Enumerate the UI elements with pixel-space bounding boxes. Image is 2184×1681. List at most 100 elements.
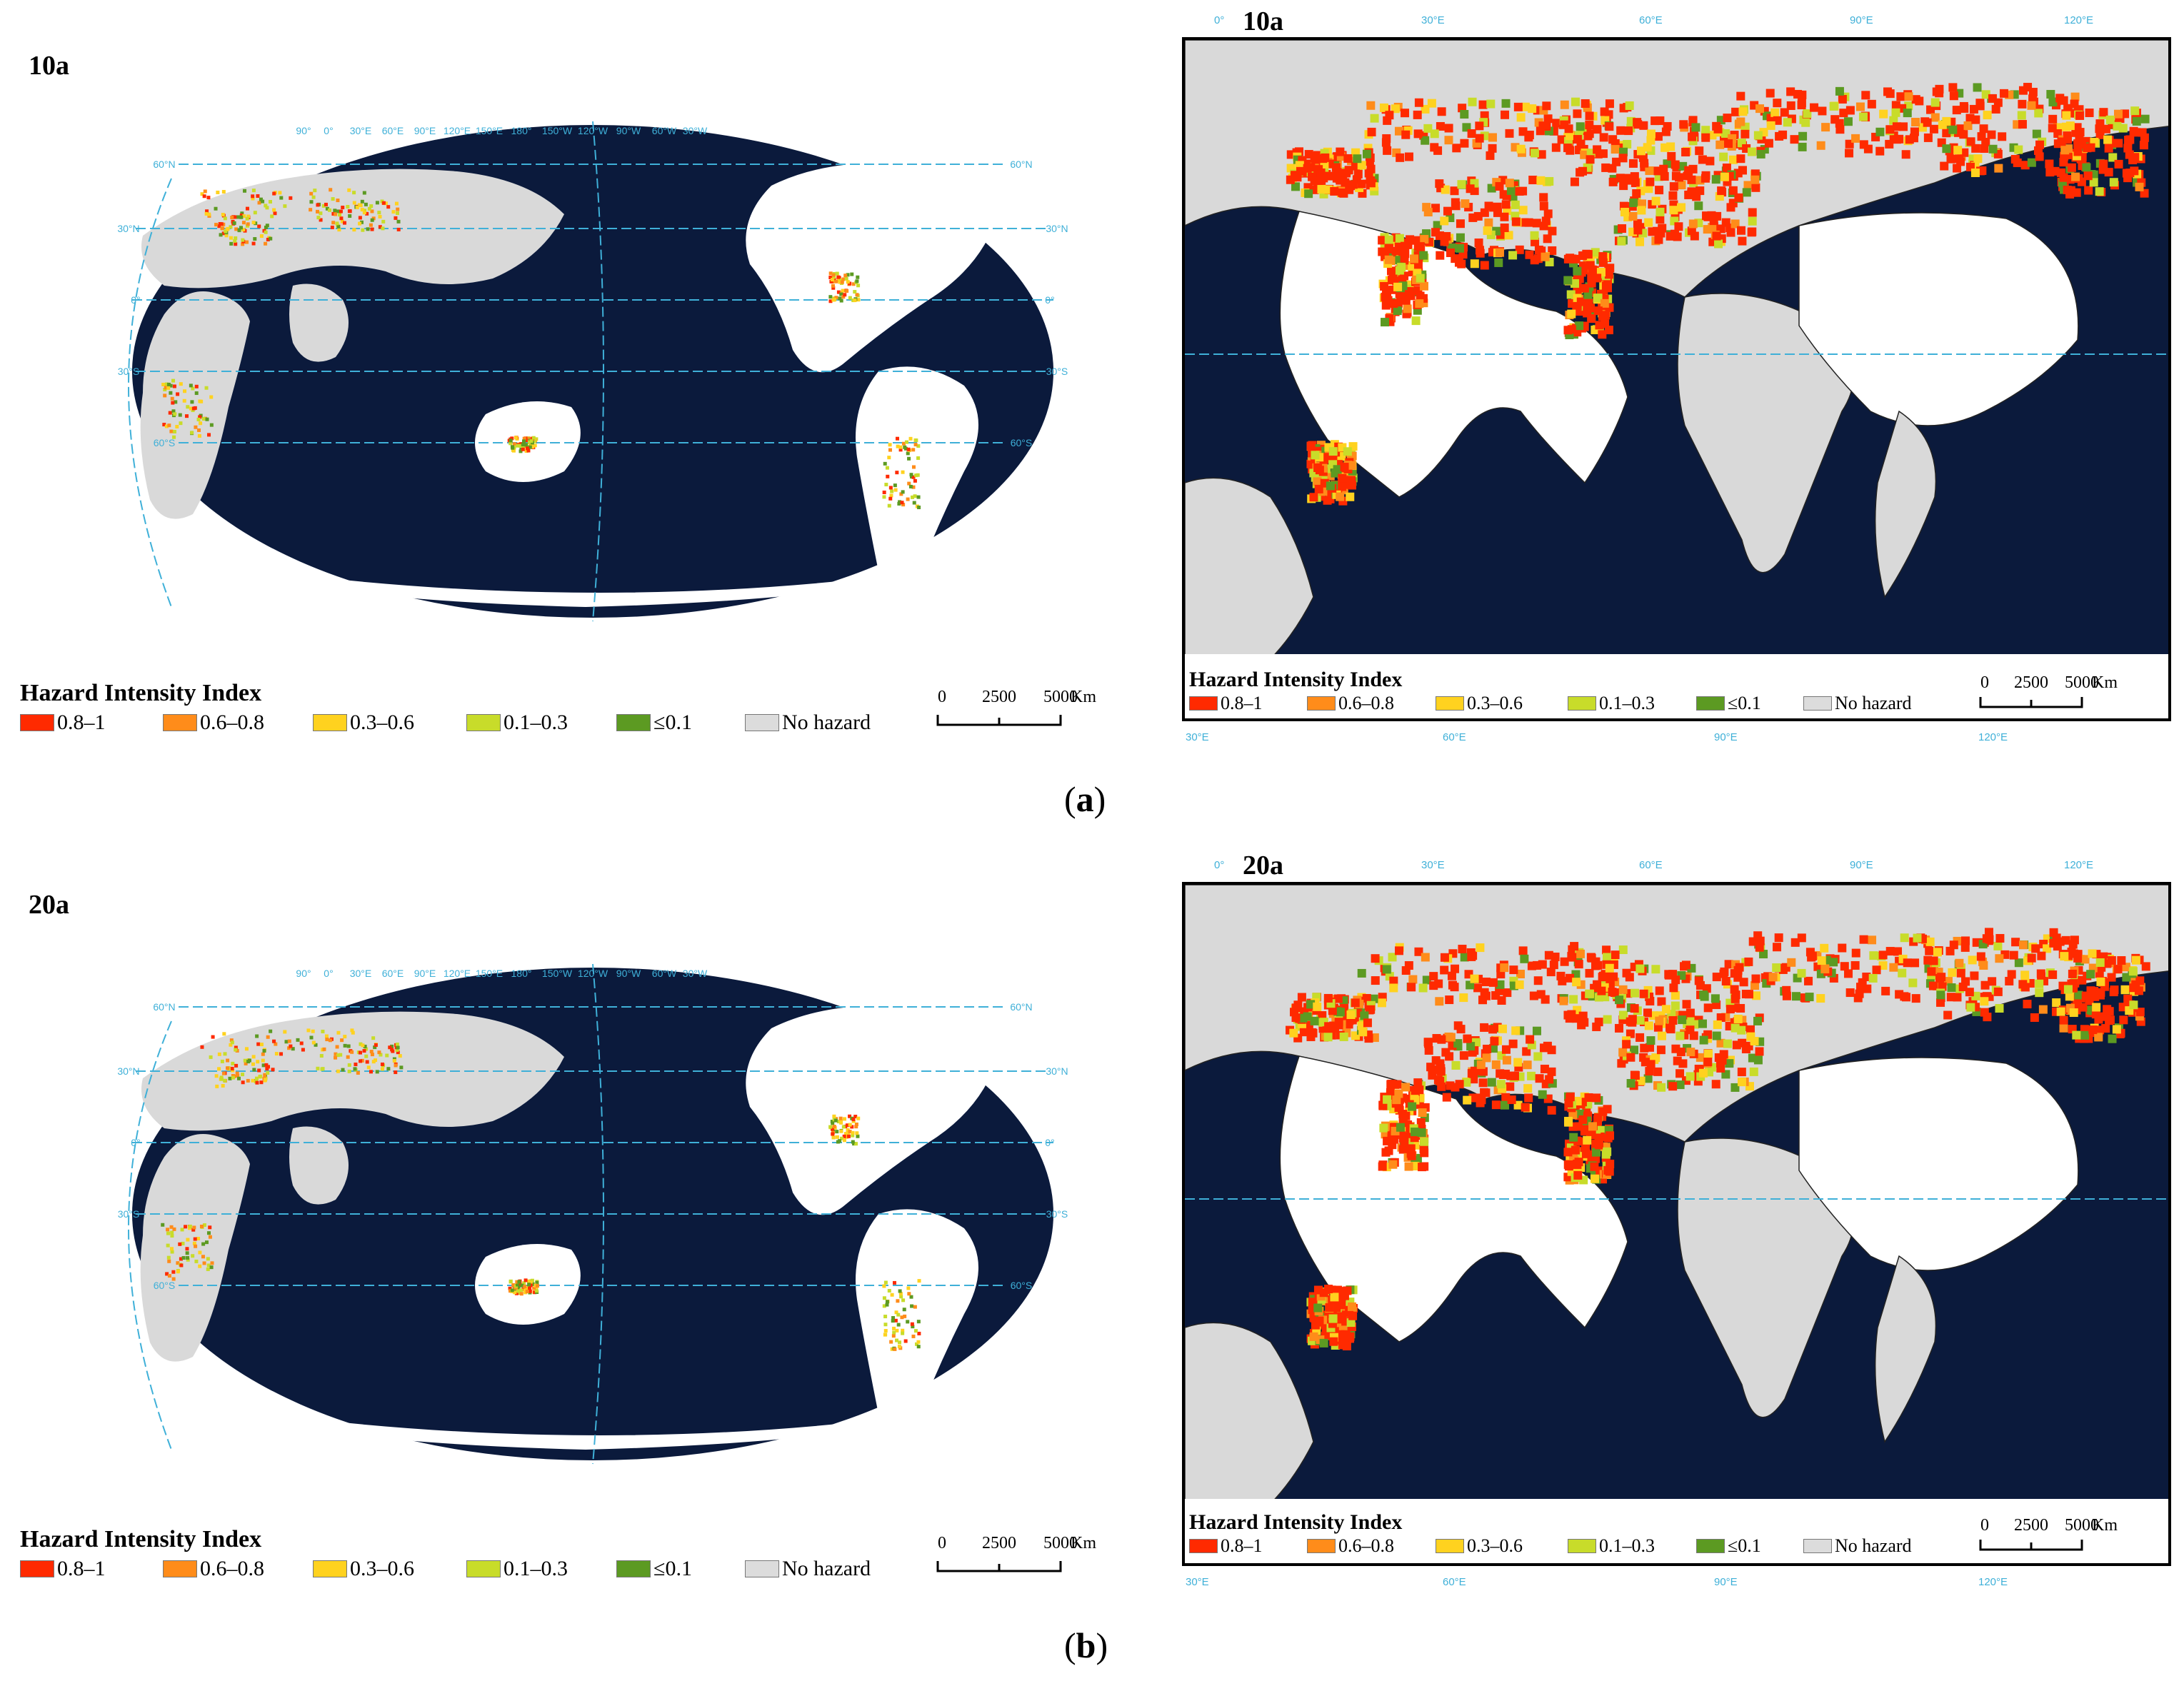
hazard-cell — [217, 224, 221, 229]
hazard-cell — [1980, 1008, 1989, 1017]
lon-label-bottom: 30°W — [683, 642, 708, 643]
hazard-cell — [355, 205, 359, 209]
hazard-cell — [309, 191, 314, 196]
hazard-cell — [1484, 201, 1493, 211]
hazard-cell — [353, 1067, 357, 1071]
hazard-cell — [2113, 965, 2123, 974]
hazard-cell — [321, 1029, 325, 1033]
hazard-cell — [1615, 995, 1624, 1005]
hazard-cell — [287, 1046, 291, 1050]
legend-label: 0.1–0.3 — [504, 711, 568, 734]
hazard-cell — [2063, 185, 2072, 194]
lon-label-bottom: 30°E — [1186, 731, 1209, 743]
hazard-cell — [194, 391, 199, 396]
hazard-cell — [338, 213, 342, 217]
hazard-cell — [343, 1043, 347, 1048]
hazard-cell — [325, 1038, 329, 1042]
hazard-cell — [1563, 276, 1573, 285]
hazard-cell — [274, 1052, 279, 1056]
hazard-cell — [1980, 997, 1989, 1006]
hazard-cell — [535, 1284, 539, 1288]
hazard-cell — [245, 240, 249, 244]
hazard-cell — [392, 1057, 396, 1061]
hazard-cell — [1543, 114, 1553, 124]
hazard-cell — [887, 503, 891, 508]
hazard-cell — [1420, 235, 1429, 244]
legend-label: No hazard — [1835, 693, 1912, 713]
hazard-cell — [1891, 101, 1900, 110]
hazard-cell — [522, 439, 526, 443]
hazard-cell — [1786, 101, 1795, 110]
regional-map — [1182, 882, 2171, 1566]
hazard-cell — [1720, 172, 1729, 181]
hazard-cell — [1583, 250, 1593, 259]
hazard-cell — [1487, 1078, 1496, 1087]
hazard-cell — [2095, 1025, 2105, 1035]
hazard-cell — [1817, 956, 1826, 965]
hazard-cell — [1437, 107, 1446, 116]
hazard-cell — [2128, 154, 2138, 163]
hazard-cell — [381, 219, 386, 224]
hazard-cell — [2034, 109, 2043, 118]
hazard-cell — [1633, 219, 1642, 228]
hazard-cell — [333, 209, 337, 213]
hazard-cell — [1304, 189, 1313, 199]
hazard-cell — [1585, 968, 1594, 978]
hazard-cell — [1619, 181, 1628, 191]
hazard-cell — [223, 216, 227, 221]
hazard-cell — [1673, 232, 1682, 241]
hazard-cell — [1636, 237, 1645, 246]
hazard-cell — [2095, 958, 2105, 967]
hazard-cell — [394, 201, 399, 206]
hazard-cell — [2017, 111, 2026, 120]
lon-label-top: 90°E — [414, 125, 436, 136]
hazard-cell — [1829, 101, 1838, 111]
legend-item: 0.6–0.8 — [1307, 693, 1436, 714]
legend-label: 0.8–1 — [1221, 693, 1263, 713]
legend-label: 0.6–0.8 — [200, 1557, 264, 1580]
legend-item: 0.6–0.8 — [1307, 1535, 1436, 1557]
hazard-cell — [1718, 1055, 1727, 1065]
hazard-cell — [1711, 175, 1720, 184]
hazard-cell — [1346, 1318, 1356, 1328]
hazard-cell — [193, 1237, 197, 1241]
hazard-cell — [241, 221, 246, 225]
hazard-cell — [1433, 221, 1442, 230]
lat-label: 30°N — [1046, 223, 1068, 234]
hazard-cell — [189, 406, 193, 411]
hazard-cell — [1701, 126, 1710, 135]
hazard-cell — [1346, 1010, 1356, 1019]
hazard-cell — [1714, 239, 1723, 249]
hazard-cell — [1573, 1170, 1583, 1180]
hazard-cell — [838, 1139, 842, 1143]
hazard-cell — [1526, 1035, 1535, 1044]
hazard-cell — [1656, 1045, 1665, 1055]
hazard-cell — [1605, 963, 1614, 973]
panel-a: 10a 90° 0° 30°E 60°E 90° — [0, 0, 2184, 836]
legend-swatch — [163, 1560, 197, 1577]
hazard-cell — [1401, 1111, 1411, 1120]
hazard-cell — [833, 298, 837, 302]
hazard-cell — [261, 1063, 266, 1068]
hazard-cell — [272, 191, 276, 196]
hazard-cell — [230, 1040, 234, 1045]
hazard-cell — [830, 1120, 834, 1124]
hazard-cell — [1506, 1071, 1516, 1080]
hazard-cell — [390, 1048, 394, 1052]
hazard-cell — [163, 393, 167, 398]
hazard-cell — [851, 1130, 855, 1135]
hazard-cell — [1504, 231, 1513, 240]
hazard-cell — [319, 211, 323, 216]
hazard-cell — [1570, 177, 1579, 186]
hazard-cell — [845, 1135, 849, 1139]
hazard-cell — [1705, 156, 1715, 166]
hazard-cell — [916, 1320, 921, 1324]
hazard-cell — [2132, 116, 2141, 126]
hazard-cell — [830, 1127, 834, 1131]
lon-label-bottom: 90°W — [616, 642, 641, 643]
hazard-cell — [1598, 330, 1607, 339]
hazard-cell — [1601, 163, 1611, 172]
hazard-cell — [1453, 1021, 1463, 1030]
hazard-cell — [1419, 251, 1428, 260]
hazard-cell — [1416, 274, 1425, 283]
